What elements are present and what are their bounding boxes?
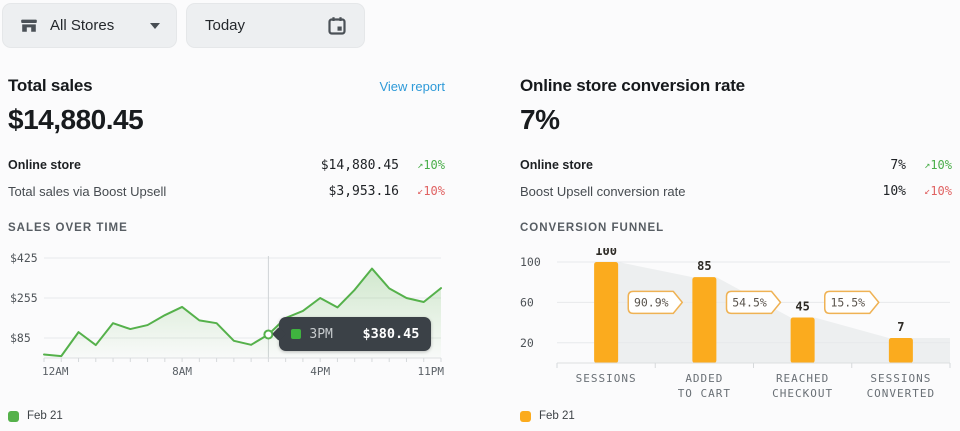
metric-row-online-store: Online store 7% ↗10%	[520, 152, 952, 178]
metric-label: Online store	[8, 158, 81, 172]
metric-row-boost-upsell: Total sales via Boost Upsell $3,953.16 ↙…	[8, 178, 445, 204]
tooltip-value: $380.45	[362, 326, 420, 343]
metric-value: $14,880.45	[320, 157, 399, 173]
tooltip-time: 3PM	[309, 326, 333, 342]
metric-row-boost-upsell: Boost Upsell conversion rate 10% ↙10%	[520, 178, 952, 204]
funnel-chart-area: 100 60 20 100 85 45 7 90.9% 54.5% 15.5% SESSIONS AD…	[520, 244, 952, 408]
conversion-funnel-chart[interactable]: 100 60 20 100 85 45 7 90.9% 54.5% 15.5% SESSIONS AD…	[520, 244, 952, 403]
conversion-metric-rows: Online store 7% ↗10% Boost Upsell conver…	[520, 152, 952, 204]
legend-label: Feb 21	[27, 410, 63, 422]
svg-text:CHECKOUT: CHECKOUT	[772, 387, 833, 400]
conversion-rate-panel: Online store conversion rate 7% Online s…	[520, 72, 952, 431]
delta-percent: 10%	[930, 184, 952, 198]
svg-text:90.9%: 90.9%	[634, 295, 669, 309]
delta-percent: 10%	[423, 158, 445, 172]
calendar-icon	[328, 16, 346, 35]
svg-text:4PM: 4PM	[310, 365, 330, 378]
svg-text:$255: $255	[10, 291, 38, 305]
view-report-link[interactable]: View report	[379, 79, 445, 94]
delta-percent: 10%	[423, 184, 445, 198]
date-selector[interactable]: Today	[186, 3, 365, 48]
chevron-down-icon	[150, 22, 160, 29]
svg-text:20: 20	[520, 336, 534, 350]
svg-text:7: 7	[897, 320, 904, 334]
legend-label: Feb 21	[539, 410, 575, 422]
metric-label: Total sales via Boost Upsell	[8, 183, 167, 199]
panel-title: Total sales	[8, 76, 93, 95]
metric-label: Online store	[520, 158, 593, 172]
svg-text:8AM: 8AM	[172, 365, 192, 378]
svg-text:11PM: 11PM	[418, 365, 445, 378]
metric-delta: ↙10%	[399, 184, 445, 198]
svg-text:REACHED: REACHED	[776, 372, 829, 385]
metric-row-online-store: Online store $14,880.45 ↗10%	[8, 152, 445, 178]
funnel-legend: Feb 21	[520, 410, 575, 422]
svg-text:100: 100	[520, 255, 541, 269]
legend-swatch-green	[8, 410, 19, 422]
sales-chart-area: $425 $255 $85 12AM 8AM 4PM 11PM 3PM $380.45	[8, 248, 445, 387]
trend-down-arrow-icon: ↙	[924, 186, 931, 197]
svg-text:45: 45	[795, 300, 809, 314]
trend-up-arrow-icon: ↗	[417, 160, 424, 171]
sales-over-time-heading: SALES OVER TIME	[8, 222, 128, 234]
trend-up-arrow-icon: ↗	[924, 160, 931, 171]
store-selector-label: All Stores	[50, 17, 115, 34]
store-icon	[21, 19, 37, 32]
svg-text:60: 60	[520, 295, 534, 309]
svg-text:$425: $425	[10, 251, 38, 265]
store-selector-dropdown[interactable]: All Stores	[2, 3, 177, 48]
metric-value: $3,953.16	[328, 183, 399, 199]
svg-text:SESSIONS: SESSIONS	[870, 372, 931, 385]
svg-text:15.5%: 15.5%	[830, 295, 865, 309]
conversion-funnel-heading: CONVERSION FUNNEL	[520, 222, 665, 234]
svg-text:CONVERTED: CONVERTED	[867, 387, 936, 400]
metric-value: 10%	[882, 183, 906, 199]
metric-delta: ↗10%	[399, 158, 445, 172]
tooltip-series-swatch	[291, 329, 302, 340]
trend-down-arrow-icon: ↙	[417, 186, 424, 197]
metric-value: 7%	[890, 157, 906, 173]
svg-text:100: 100	[595, 248, 617, 258]
svg-text:54.5%: 54.5%	[732, 295, 767, 309]
svg-text:85: 85	[697, 259, 711, 273]
total-sales-value: $14,880.45	[8, 104, 144, 135]
metric-delta: ↗10%	[906, 158, 952, 172]
conversion-rate-value: 7%	[520, 104, 560, 135]
svg-text:12AM: 12AM	[42, 365, 69, 378]
sales-legend: Feb 21	[8, 410, 63, 422]
metric-label: Boost Upsell conversion rate	[520, 183, 686, 199]
panel-title: Online store conversion rate	[520, 76, 745, 95]
total-sales-panel: Total sales View report $14,880.45 Onlin…	[8, 72, 445, 431]
date-selector-label: Today	[205, 17, 246, 34]
metric-delta: ↙10%	[906, 184, 952, 198]
svg-text:TO CART: TO CART	[678, 387, 731, 400]
sales-over-time-chart[interactable]: $425 $255 $85 12AM 8AM 4PM 11PM	[8, 248, 445, 382]
delta-percent: 10%	[930, 158, 952, 172]
legend-swatch-orange	[520, 410, 531, 422]
svg-text:$85: $85	[10, 331, 31, 345]
svg-text:ADDED: ADDED	[685, 372, 723, 385]
svg-text:SESSIONS: SESSIONS	[576, 372, 637, 385]
chart-tooltip: 3PM $380.45	[279, 317, 432, 352]
sales-metric-rows: Online store $14,880.45 ↗10% Total sales…	[8, 152, 445, 204]
